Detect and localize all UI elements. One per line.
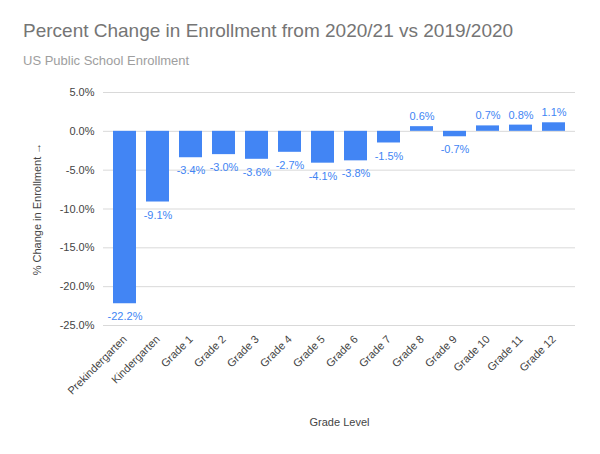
svg-text:Grade 9: Grade 9	[422, 332, 459, 370]
svg-text:-5.0%: -5.0%	[66, 164, 95, 176]
svg-text:Grade 1: Grade 1	[158, 333, 195, 370]
svg-text:-3.6%: -3.6%	[243, 166, 272, 178]
svg-text:0.7%: 0.7%	[475, 109, 500, 121]
svg-text:% Change in Enrollment →: % Change in Enrollment →	[31, 143, 43, 276]
svg-text:-4.1%: -4.1%	[309, 170, 338, 182]
svg-text:0.6%: 0.6%	[409, 110, 434, 122]
svg-text:Grade 5: Grade 5	[290, 333, 327, 370]
svg-text:-3.0%: -3.0%	[210, 161, 239, 173]
svg-text:-3.4%: -3.4%	[177, 164, 206, 176]
svg-text:Grade 12: Grade 12	[517, 333, 558, 374]
svg-text:-0.7%: -0.7%	[441, 143, 470, 155]
svg-text:Grade 10: Grade 10	[451, 333, 492, 374]
svg-text:0.0%: 0.0%	[69, 125, 94, 137]
svg-text:-25.0%: -25.0%	[60, 319, 95, 331]
svg-text:Grade 6: Grade 6	[323, 333, 360, 370]
svg-text:Grade 7: Grade 7	[356, 333, 393, 370]
svg-text:Grade 4: Grade 4	[257, 333, 294, 370]
svg-text:Grade Level: Grade Level	[310, 416, 370, 428]
html-text:Percent Change in Enrollment f: Percent Change in Enrollment from 2020/2…	[23, 20, 514, 41]
svg-text:5.0%: 5.0%	[69, 86, 94, 98]
svg-text:0.8%: 0.8%	[508, 109, 533, 121]
svg-text:Grade 8: Grade 8	[389, 333, 426, 370]
svg-text:-2.7%: -2.7%	[276, 159, 305, 171]
svg-text:Grade 3: Grade 3	[224, 333, 261, 370]
svg-text:1.1%: 1.1%	[541, 106, 566, 118]
svg-text:-20.0%: -20.0%	[60, 280, 95, 292]
svg-text:Prekindergarten: Prekindergarten	[65, 333, 129, 397]
svg-text:-10.0%: -10.0%	[60, 203, 95, 215]
svg-text:-1.5%: -1.5%	[375, 150, 404, 162]
html-text:US Public School Enrollment: US Public School Enrollment	[23, 53, 190, 68]
svg-text:Kindergarten: Kindergarten	[109, 333, 162, 386]
svg-text:-3.8%: -3.8%	[342, 167, 371, 179]
svg-text:-22.2%: -22.2%	[108, 310, 143, 322]
svg-text:-9.1%: -9.1%	[144, 209, 173, 221]
svg-text:Grade 2: Grade 2	[191, 333, 228, 370]
svg-text:Grade 11: Grade 11	[484, 332, 525, 374]
svg-text:-15.0%: -15.0%	[60, 241, 95, 253]
